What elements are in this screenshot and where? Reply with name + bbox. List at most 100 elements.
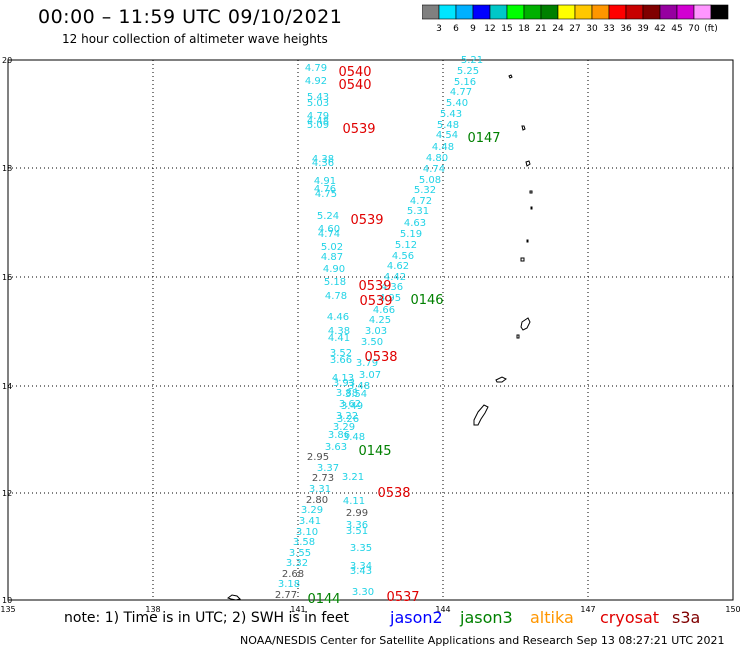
lon-tick-label: 147: [580, 605, 595, 614]
colorbar-label: 70: [688, 24, 700, 34]
pass-label: 0537: [386, 590, 419, 605]
swh-value: 5.21: [461, 55, 483, 66]
colorbar-label: 15: [501, 24, 512, 34]
colorbar-label: 30: [586, 24, 598, 34]
lat-tick-label: 10: [2, 596, 12, 605]
chart-subtitle: 12 hour collection of altimeter wave hei…: [62, 32, 328, 46]
swh-value: 3.54: [345, 389, 367, 400]
swh-value: 3.58: [293, 537, 315, 548]
colorbar-label: 36: [620, 24, 632, 34]
swh-value: 5.40: [446, 98, 468, 109]
swh-value: 4.80: [426, 153, 448, 164]
chart-title: 00:00 – 11:59 UTC 09/10/2021: [38, 6, 343, 28]
lat-tick-label: 12: [2, 489, 12, 498]
swh-value: 3.36: [346, 520, 368, 531]
colorbar-label: 27: [569, 24, 580, 34]
swh-value: 3.49: [341, 401, 363, 412]
colorbar-swatch: [710, 4, 729, 20]
swh-value: 4.46: [327, 312, 349, 323]
swh-value: 4.38: [312, 154, 334, 165]
legend-jason2: jason2: [390, 608, 443, 627]
lon-tick-label: 144: [435, 605, 450, 614]
pass-label: 0539: [358, 279, 391, 294]
swh-value: 2.80: [306, 495, 328, 506]
coastline: [226, 594, 241, 601]
swh-value: 3.62: [339, 399, 361, 410]
coastline: [473, 404, 489, 426]
swh-value: 3.29: [301, 505, 323, 516]
swh-value: 3.31: [309, 484, 331, 495]
swh-value: 2.73: [312, 473, 334, 484]
swh-value: 4.77: [450, 87, 472, 98]
swh-value: 4.92: [305, 76, 327, 87]
swh-value: 4.76: [314, 184, 336, 195]
coastline: [525, 160, 531, 167]
swh-value: 3.32: [286, 558, 308, 569]
swh-value: 3.79: [356, 358, 378, 369]
coastline: [516, 334, 520, 339]
swh-value: 2.77: [275, 590, 297, 601]
swh-value: 4.38: [328, 326, 350, 337]
swh-value: 4.90: [323, 264, 345, 275]
colorbar-label: 3: [436, 24, 442, 34]
lat-tick-label: 14: [2, 382, 12, 391]
coastline: [529, 190, 533, 194]
swh-value: 3.93: [333, 378, 355, 389]
lon-tick-label: 141: [290, 605, 305, 614]
footer-note: note: 1) Time is in UTC; 2) SWH is in fe…: [64, 610, 350, 626]
swh-value: 5.02: [321, 242, 343, 253]
colorbar-label: 12: [484, 24, 495, 34]
swh-value: 4.41: [328, 333, 350, 344]
swh-value: 4.25: [369, 315, 391, 326]
pass-label: 0539: [359, 294, 392, 309]
colorbar-label: 39: [637, 24, 649, 34]
swh-value: 4.74: [423, 164, 445, 175]
pass-label: 0540: [338, 65, 371, 80]
swh-value: 3.07: [359, 370, 381, 381]
coastline: [520, 257, 525, 262]
swh-value: 5.19: [400, 229, 422, 240]
swh-value: 2.68: [282, 569, 304, 580]
swh-value: 3.88: [336, 388, 358, 399]
pass-label: 0538: [377, 486, 410, 501]
legend-jason3: jason3: [460, 608, 513, 627]
swh-value: 4.62: [387, 261, 409, 272]
swh-value: 3.41: [299, 516, 321, 527]
swh-value: 3.43: [350, 566, 372, 577]
colorbar-label: 18: [518, 24, 530, 34]
colorbar-label: 45: [671, 24, 682, 34]
lat-tick-label: 16: [2, 273, 12, 282]
swh-value: 5.32: [414, 185, 436, 196]
colorbar-label: 21: [535, 24, 546, 34]
swh-value: 5.12: [395, 240, 417, 251]
swh-value: 4.66: [373, 305, 395, 316]
swh-value: 5.24: [317, 211, 339, 222]
swh-value: 4.78: [325, 291, 347, 302]
swh-value: 3.51: [346, 526, 368, 537]
legend-cryosat: cryosat: [600, 608, 660, 627]
swh-value: 3.52: [330, 348, 352, 359]
colorbar-label: 33: [603, 24, 614, 34]
swh-value: 3.26: [337, 414, 359, 425]
legend-altika: altika: [530, 608, 574, 627]
lon-tick-label: 150: [725, 605, 740, 614]
pass-label: 0538: [364, 350, 397, 365]
swh-value: 5.43: [307, 92, 329, 103]
swh-value: 4.79: [307, 111, 329, 122]
swh-value: 3.63: [325, 442, 347, 453]
swh-value: 2.95: [307, 452, 329, 463]
swh-value: 3.10: [296, 527, 318, 538]
swh-value: 3.48: [348, 381, 370, 392]
swh-value: 4.95: [379, 293, 401, 304]
swh-value: 3.34: [350, 561, 372, 572]
coastline: [508, 74, 513, 79]
legend-s3a: s3a: [672, 608, 701, 627]
credit-line: NOAA/NESDIS Center for Satellite Applica…: [240, 634, 725, 647]
swh-value: 5.43: [440, 109, 462, 120]
swh-value: 5.03: [307, 98, 329, 109]
color-legend: 3 6 9 12 15 18 21 24 27 30 33 36 39 42 45 70 (ft): [422, 4, 729, 34]
swh-value: 3.29: [333, 422, 355, 433]
swh-value: 3.37: [317, 463, 339, 474]
swh-value: 3.35: [350, 543, 372, 554]
